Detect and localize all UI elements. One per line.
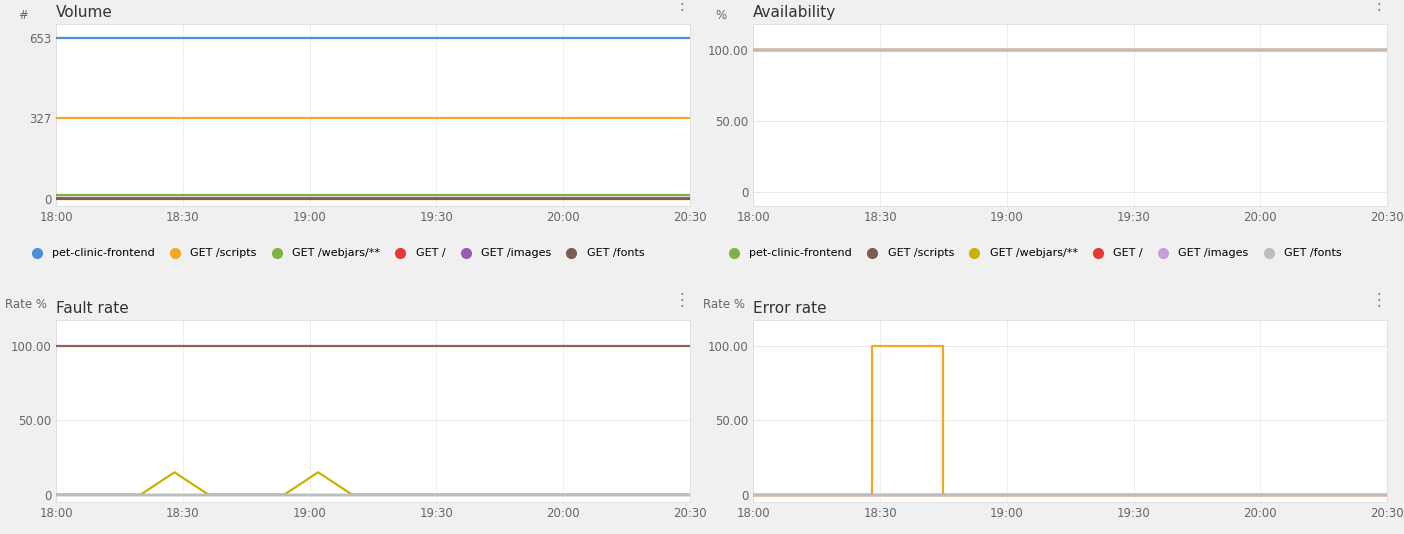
Text: Availability: Availability xyxy=(754,5,837,20)
Text: ⋮: ⋮ xyxy=(1370,0,1387,13)
Text: Rate %: Rate % xyxy=(6,297,48,311)
Text: ⋮: ⋮ xyxy=(674,290,689,309)
Text: %: % xyxy=(715,10,726,22)
Text: ⋮: ⋮ xyxy=(1370,290,1387,309)
Text: ⋮: ⋮ xyxy=(674,0,689,13)
Text: Fault rate: Fault rate xyxy=(56,301,129,316)
Text: Rate %: Rate % xyxy=(702,297,744,311)
Text: Error rate: Error rate xyxy=(754,301,827,316)
Legend: pet-clinic-frontend, GET /scripts, GET /webjars/**, GET /, GET /images, GET /fon: pet-clinic-frontend, GET /scripts, GET /… xyxy=(25,248,644,258)
Text: #: # xyxy=(18,10,28,22)
Legend: pet-clinic-frontend, GET /scripts, GET /webjars/**, GET /, GET /images, GET /fon: pet-clinic-frontend, GET /scripts, GET /… xyxy=(723,248,1342,258)
Text: Volume: Volume xyxy=(56,5,114,20)
